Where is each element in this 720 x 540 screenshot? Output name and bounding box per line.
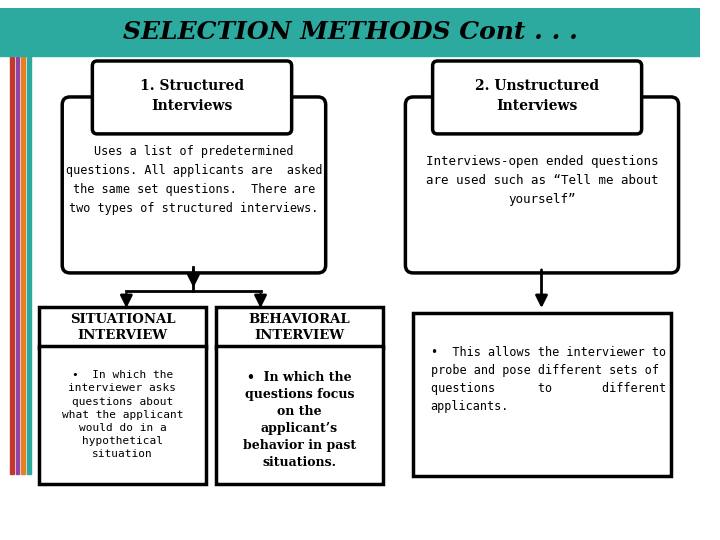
Bar (413, 313, 671, 476)
Text: •  In which the
interviewer asks
questions about
what the applicant
would do in : • In which the interviewer asks question… (62, 370, 184, 460)
FancyBboxPatch shape (405, 97, 678, 273)
Bar (0, 8, 700, 56)
Text: Interviews-open ended questions
are used such as “Tell me about
yourself”: Interviews-open ended questions are used… (426, 154, 658, 206)
Text: SELECTION METHODS Cont . . .: SELECTION METHODS Cont . . . (122, 20, 577, 44)
Bar (39, 346, 206, 484)
FancyBboxPatch shape (62, 97, 325, 273)
Bar (10, 8, 14, 474)
Bar (216, 346, 383, 484)
Text: SITUATIONAL
INTERVIEW: SITUATIONAL INTERVIEW (70, 313, 175, 342)
Bar (22, 8, 25, 474)
FancyBboxPatch shape (433, 61, 642, 134)
Text: 1. Structured: 1. Structured (140, 79, 244, 93)
Text: Interviews: Interviews (151, 99, 233, 113)
Text: •  This allows the interviewer to
probe and pose different sets of
questions    : • This allows the interviewer to probe a… (431, 346, 666, 413)
Text: Interviews: Interviews (496, 99, 578, 113)
Bar (16, 8, 19, 474)
Text: 2. Unstructured: 2. Unstructured (475, 79, 599, 93)
Bar (39, 307, 206, 348)
Bar (216, 307, 383, 348)
Bar (27, 8, 31, 474)
Text: Uses a list of predetermined
questions. All applicants are  asked
the same set q: Uses a list of predetermined questions. … (66, 145, 322, 215)
Text: BEHAVIORAL
INTERVIEW: BEHAVIORAL INTERVIEW (248, 313, 350, 342)
FancyBboxPatch shape (92, 61, 292, 134)
Text: •  In which the
questions focus
on the
applicant’s
behavior in past
situations.: • In which the questions focus on the ap… (243, 371, 356, 469)
